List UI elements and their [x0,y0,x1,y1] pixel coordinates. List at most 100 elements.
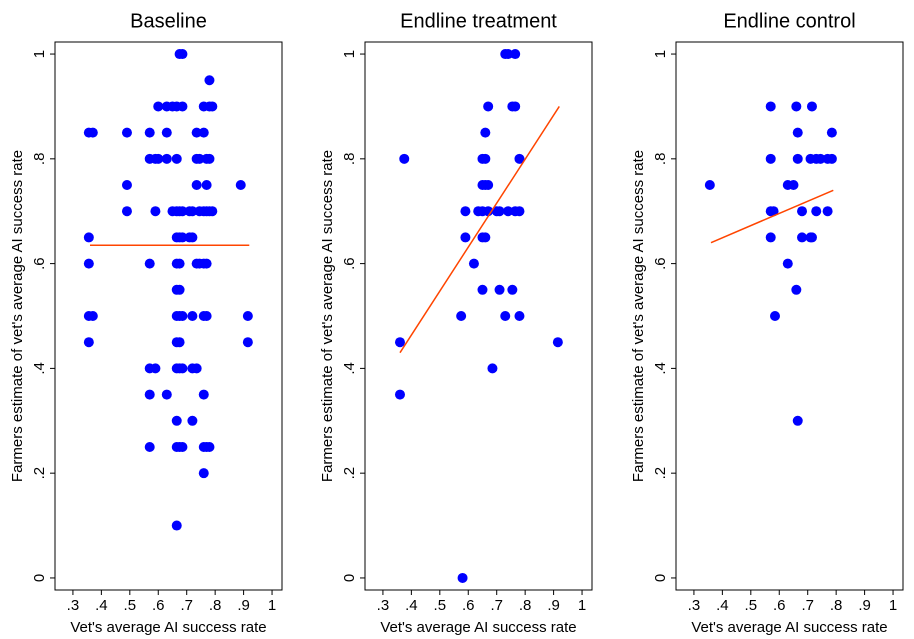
point [480,127,491,138]
point [83,232,94,243]
plot-frame [675,41,904,591]
point [204,441,215,452]
point [791,284,802,295]
point [826,153,837,164]
point [201,180,212,191]
point [507,284,518,295]
y-tick-label: .2 [341,467,358,480]
y-axis-label: Farmers estimate of vet's average AI suc… [319,150,336,482]
point [468,258,479,269]
point [198,468,209,479]
point [144,389,155,400]
point [460,232,471,243]
x-tick-label: .4 [405,597,418,614]
plot-frame [364,41,593,591]
x-axis-label: Vet's average AI success rate [380,619,576,636]
point [788,180,799,191]
point [806,101,817,112]
x-axis-label: Vet's average AI success rate [691,619,887,636]
point [552,337,563,348]
point [399,153,410,164]
point [494,206,505,217]
point [811,206,822,217]
point [457,572,468,583]
x-tick-label: .6 [773,597,786,614]
point [187,206,198,217]
point [144,441,155,452]
point [242,337,253,348]
point [782,258,793,269]
point [514,206,525,217]
point [510,101,521,112]
point [510,49,521,60]
y-tick-label: .2 [31,467,48,480]
point [121,180,132,191]
x-tick-label: .7 [180,597,193,614]
point [480,153,491,164]
point [460,206,471,217]
x-tick-label: .8 [519,597,532,614]
point [500,311,511,321]
x-tick-label: 1 [578,597,586,614]
x-tick-label: .3 [377,597,390,614]
point [174,337,185,348]
y-tick-label: 0 [31,574,48,582]
point [394,337,405,348]
y-tick-label: .6 [652,257,669,270]
point [201,258,212,269]
point [198,127,209,138]
x-tick-label: .7 [490,597,503,614]
point [171,153,182,164]
point [503,206,514,217]
y-tick-label: 1 [652,50,669,58]
point [177,232,188,243]
y-tick-label: .6 [341,257,358,270]
point [177,49,188,60]
point [144,127,155,138]
y-axis-label: Farmers estimate of vet's average AI suc… [630,150,647,482]
point [191,127,202,138]
point [177,206,188,217]
point [207,206,218,217]
point [83,258,94,269]
fit-line [710,189,834,244]
x-tick-label: .5 [434,597,447,614]
point [204,153,215,164]
point [161,389,172,400]
point [177,311,188,321]
point [177,101,188,112]
point [394,389,405,400]
point [150,206,161,217]
point [198,389,209,400]
y-tick-label: 1 [341,50,358,58]
point [792,127,803,138]
point [187,415,198,426]
point [483,180,494,191]
point [514,311,525,321]
point [514,153,525,164]
point [187,232,198,243]
chart-title: Endline treatment [400,10,557,32]
point [194,153,205,164]
x-tick-label: 1 [268,597,276,614]
point [483,101,494,112]
point [792,153,803,164]
y-tick-label: .4 [652,362,669,375]
point [480,232,491,243]
point [769,311,780,321]
point [177,441,188,452]
point [161,153,172,164]
y-tick-label: .8 [31,153,48,166]
y-tick-label: .6 [31,257,48,270]
y-tick-label: .2 [652,467,669,480]
x-tick-label: .5 [745,597,758,614]
point [174,258,185,269]
point [765,101,776,112]
point [174,284,185,295]
point [806,232,817,243]
x-tick-label: .5 [124,597,137,614]
x-tick-label: .9 [237,597,250,614]
point [792,415,803,426]
point [144,258,155,269]
